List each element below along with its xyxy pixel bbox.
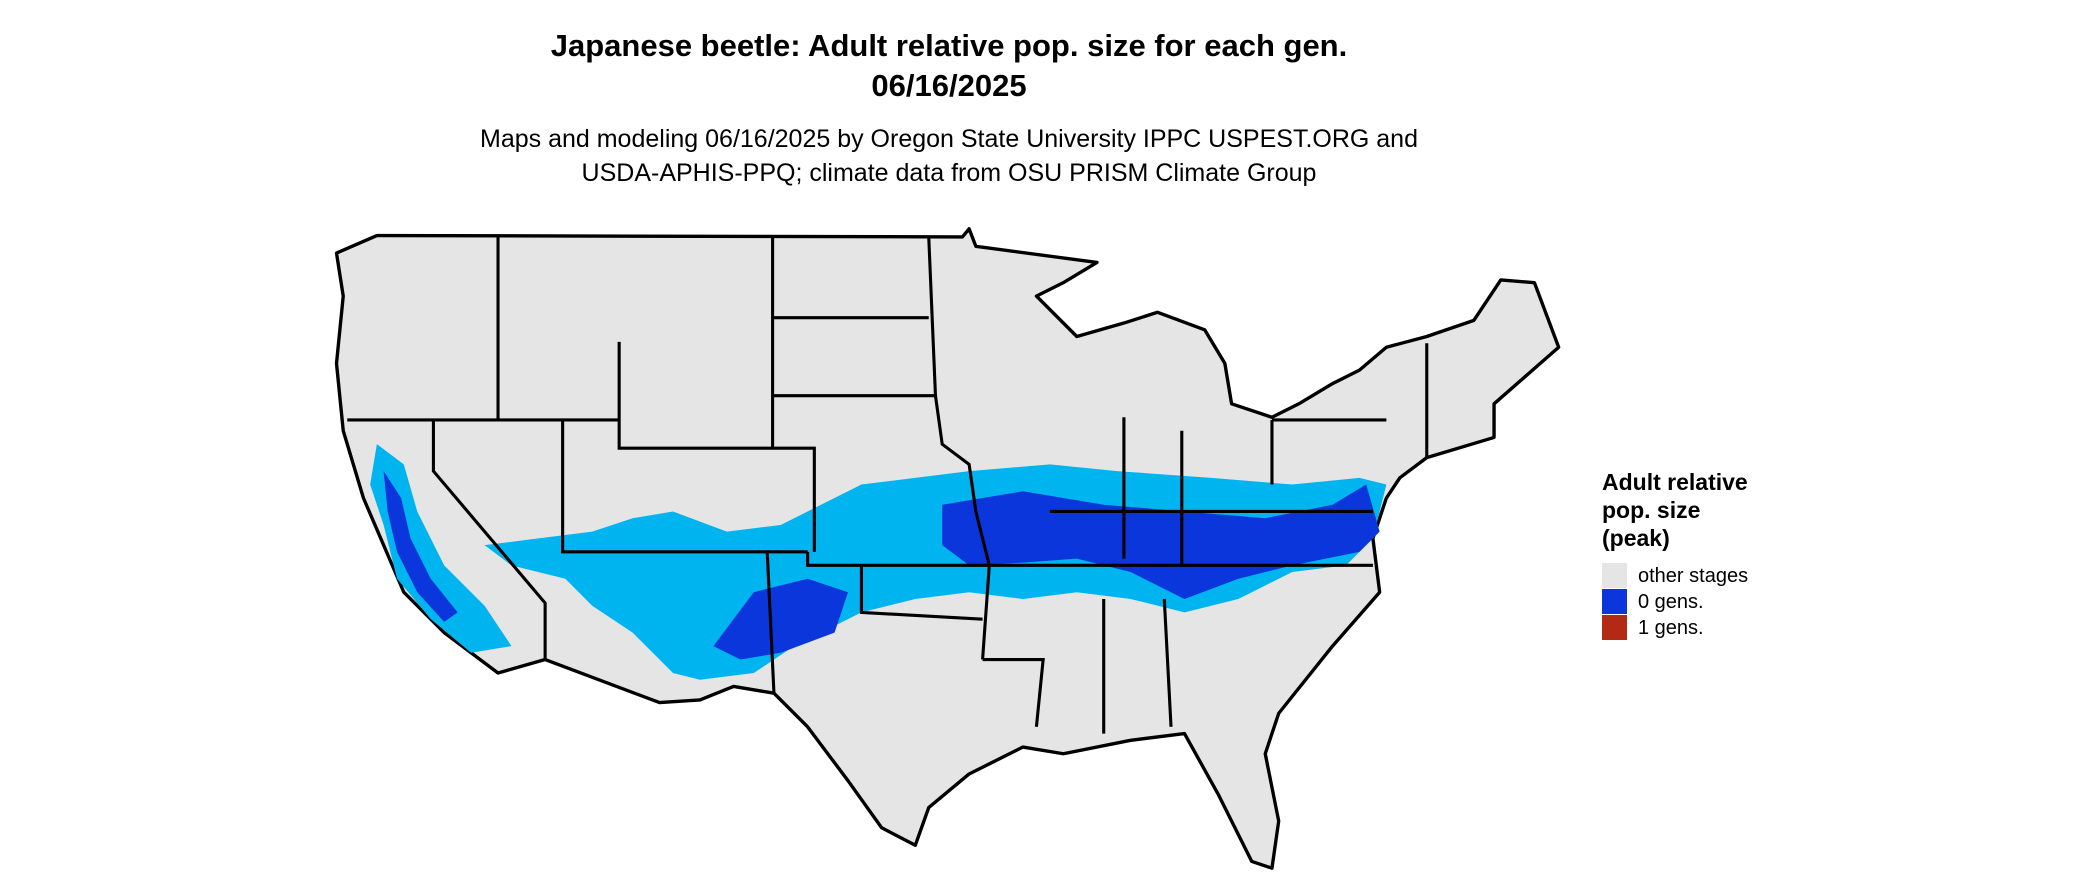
legend-label: other stages — [1638, 565, 1748, 587]
subtitle: Maps and modeling 06/16/2025 by Oregon S… — [480, 125, 1418, 153]
legend-title: pop. size — [1602, 497, 1700, 523]
legend-swatch — [1602, 615, 1627, 640]
legend-title: (peak) — [1602, 525, 1670, 551]
state-borders — [347, 236, 1429, 734]
us-map — [334, 227, 1561, 870]
legend-swatch — [1602, 589, 1627, 614]
legend: Adult relative pop. size (peak) other st… — [1602, 469, 1748, 640]
legend-swatch — [1602, 563, 1627, 588]
legend-title: Adult relative — [1602, 469, 1748, 495]
date: 06/16/2025 — [871, 68, 1026, 103]
legend-label: 0 gens. — [1638, 591, 1704, 613]
activity-area — [370, 444, 1387, 680]
legend-label: 1 gens. — [1638, 617, 1704, 639]
subtitle: USDA-APHIS-PPQ; climate data from OSU PR… — [582, 159, 1317, 187]
title: Japanese beetle: Adult relative pop. siz… — [551, 28, 1347, 63]
